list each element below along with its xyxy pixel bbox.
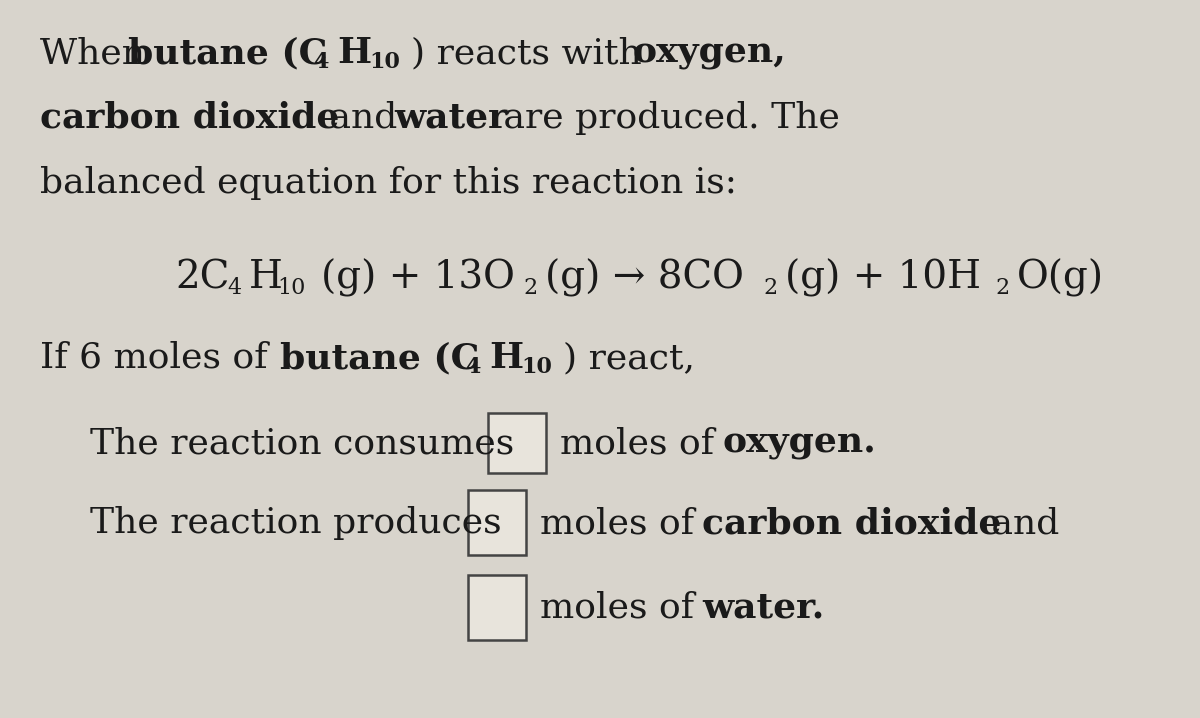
Text: When: When — [40, 36, 156, 70]
Text: H: H — [250, 259, 283, 297]
FancyBboxPatch shape — [488, 413, 546, 473]
Text: are produced. The: are produced. The — [492, 101, 840, 135]
Text: carbon dioxide: carbon dioxide — [702, 506, 1001, 540]
Text: 10: 10 — [277, 277, 305, 299]
Text: moles of: moles of — [540, 506, 706, 540]
Text: 2C: 2C — [175, 259, 229, 297]
Text: butane (C: butane (C — [280, 341, 479, 375]
Text: If 6 moles of: If 6 moles of — [40, 341, 280, 375]
Text: 10: 10 — [521, 356, 552, 378]
Text: O(g): O(g) — [1018, 258, 1104, 297]
Text: and: and — [318, 101, 409, 135]
Text: 4: 4 — [227, 277, 241, 299]
Text: 2: 2 — [995, 277, 1009, 299]
FancyBboxPatch shape — [468, 575, 526, 640]
Text: H: H — [337, 36, 371, 70]
Text: H: H — [490, 341, 523, 375]
Text: 2: 2 — [763, 277, 778, 299]
Text: water: water — [394, 101, 508, 135]
Text: butane (C: butane (C — [128, 36, 328, 70]
Text: water.: water. — [702, 591, 824, 625]
Text: 4: 4 — [313, 51, 329, 73]
Text: The reaction produces: The reaction produces — [90, 506, 502, 540]
Text: (g) + 10H: (g) + 10H — [785, 258, 982, 297]
Text: carbon dioxide: carbon dioxide — [40, 101, 340, 135]
Text: moles of: moles of — [540, 591, 706, 625]
Text: 2: 2 — [523, 277, 538, 299]
Text: ) reacts with: ) reacts with — [410, 36, 653, 70]
Text: oxygen.: oxygen. — [722, 426, 876, 460]
Text: (g) + 13O: (g) + 13O — [322, 258, 515, 297]
Text: oxygen,: oxygen, — [634, 36, 787, 70]
Text: 4: 4 — [466, 356, 480, 378]
Text: 10: 10 — [370, 51, 400, 73]
FancyBboxPatch shape — [468, 490, 526, 555]
Text: balanced equation for this reaction is:: balanced equation for this reaction is: — [40, 166, 737, 200]
Text: and: and — [980, 506, 1060, 540]
Text: The reaction consumes: The reaction consumes — [90, 426, 515, 460]
Text: (g) → 8CO: (g) → 8CO — [545, 258, 744, 297]
Text: ) react,: ) react, — [563, 341, 695, 375]
Text: moles of: moles of — [560, 426, 726, 460]
